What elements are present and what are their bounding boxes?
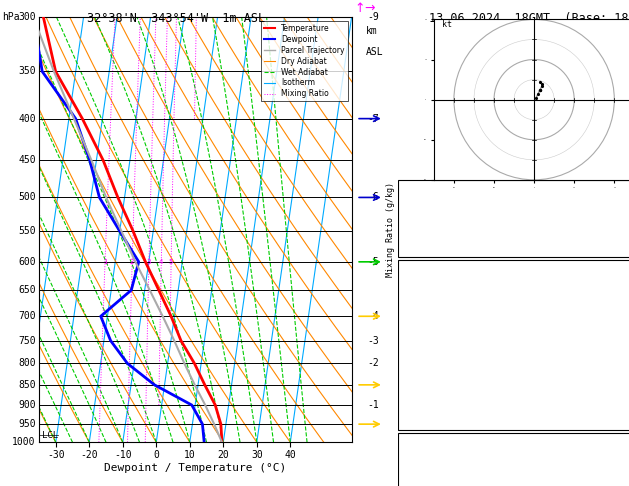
- Text: © weatheronline.co.uk: © weatheronline.co.uk: [481, 474, 585, 484]
- Text: 750: 750: [18, 336, 36, 346]
- Text: 3: 3: [147, 259, 151, 265]
- Text: 700: 700: [18, 311, 36, 321]
- Text: km: km: [365, 25, 377, 35]
- Text: →: →: [364, 1, 375, 15]
- Text: -1: -1: [368, 400, 379, 410]
- Text: Totals Totals: Totals Totals: [406, 207, 482, 217]
- Text: Surface: Surface: [512, 262, 554, 272]
- Text: 650: 650: [18, 285, 36, 295]
- Text: K: K: [406, 184, 411, 194]
- Text: 1.54: 1.54: [593, 230, 616, 241]
- Text: LCL: LCL: [42, 431, 58, 440]
- Legend: Temperature, Dewpoint, Parcel Trajectory, Dry Adiabat, Wet Adiabat, Isotherm, Mi: Temperature, Dewpoint, Parcel Trajectory…: [260, 21, 348, 102]
- Text: CAPE (J): CAPE (J): [406, 380, 453, 390]
- Text: 300: 300: [18, 12, 36, 22]
- Text: 1: 1: [103, 259, 108, 265]
- Text: -6: -6: [368, 192, 379, 203]
- Bar: [398, 260, 629, 430]
- Text: 550: 550: [18, 226, 36, 236]
- Text: 4: 4: [159, 259, 164, 265]
- Text: 2: 2: [130, 259, 135, 265]
- Bar: [398, 180, 629, 257]
- Text: Lifted Index: Lifted Index: [406, 357, 476, 367]
- Text: 0: 0: [593, 380, 598, 390]
- Text: 319: 319: [593, 483, 610, 486]
- Text: hPa: hPa: [2, 12, 19, 22]
- Text: 950: 950: [18, 419, 36, 429]
- Text: 14.3: 14.3: [593, 310, 616, 320]
- Text: -3: -3: [368, 336, 379, 346]
- Text: 19.6: 19.6: [593, 287, 616, 297]
- Text: Temp (°C): Temp (°C): [406, 287, 459, 297]
- Text: 900: 900: [18, 400, 36, 410]
- Text: -5: -5: [368, 257, 379, 267]
- Text: Dewp (°C): Dewp (°C): [406, 310, 459, 320]
- Text: -2: -2: [368, 359, 379, 368]
- Text: 600: 600: [18, 257, 36, 267]
- Text: Pressure (mb): Pressure (mb): [406, 460, 482, 470]
- Text: 350: 350: [18, 67, 36, 76]
- Text: ↑: ↑: [355, 1, 365, 15]
- Text: -4: -4: [368, 311, 379, 321]
- Text: CIN (J): CIN (J): [406, 403, 447, 414]
- Text: PW (cm): PW (cm): [406, 230, 447, 241]
- Text: 1000: 1000: [13, 437, 36, 447]
- X-axis label: Dewpoint / Temperature (°C): Dewpoint / Temperature (°C): [104, 463, 286, 473]
- Text: 5: 5: [169, 259, 174, 265]
- Text: -19: -19: [593, 184, 610, 194]
- Text: 13.06.2024  18GMT  (Base: 18): 13.06.2024 18GMT (Base: 18): [430, 12, 629, 25]
- Text: ASL: ASL: [365, 47, 383, 57]
- Text: 6: 6: [593, 357, 598, 367]
- Text: 32°38'N  343°54'W  1m ASL: 32°38'N 343°54'W 1m ASL: [87, 12, 265, 25]
- Text: 800: 800: [18, 359, 36, 368]
- Text: 319: 319: [593, 333, 610, 344]
- Text: 850: 850: [18, 380, 36, 390]
- Text: 450: 450: [18, 155, 36, 165]
- Text: -7: -7: [368, 114, 379, 123]
- Bar: [398, 433, 629, 486]
- Text: 400: 400: [18, 114, 36, 123]
- Text: 30: 30: [593, 207, 604, 217]
- Text: θₑ (K): θₑ (K): [406, 483, 441, 486]
- Text: θₑ(K): θₑ(K): [406, 333, 435, 344]
- Text: Mixing Ratio (g/kg): Mixing Ratio (g/kg): [386, 182, 395, 277]
- Text: 1023: 1023: [593, 460, 616, 470]
- Text: Most Unstable: Most Unstable: [494, 435, 571, 445]
- Text: 0: 0: [593, 403, 598, 414]
- Text: -9: -9: [368, 12, 379, 22]
- Text: 500: 500: [18, 192, 36, 203]
